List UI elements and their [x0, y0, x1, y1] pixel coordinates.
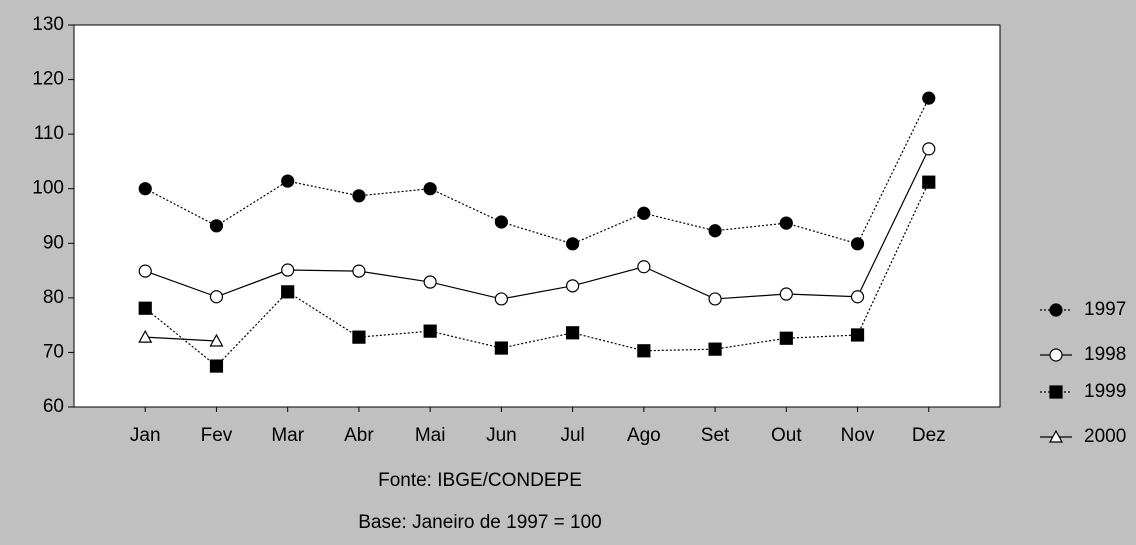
legend-marker [1049, 385, 1063, 399]
y-tick-label: 60 [43, 396, 64, 417]
data-point [850, 328, 865, 342]
x-tick-label: Mai [415, 425, 446, 446]
legend-marker [1049, 303, 1063, 317]
data-point [138, 264, 152, 278]
y-tick-label: 70 [43, 341, 64, 362]
data-point [423, 324, 437, 338]
y-tick-label: 120 [32, 69, 64, 90]
legend-label: 1997 [1084, 299, 1126, 320]
data-point [637, 206, 651, 220]
data-point [850, 237, 865, 251]
y-tick-label: 130 [32, 14, 64, 35]
legend-label: 1999 [1084, 381, 1126, 402]
data-point [281, 263, 295, 277]
data-point [138, 329, 153, 343]
series-line [145, 148, 930, 300]
data-point [779, 331, 793, 345]
x-tick-label: Nov [841, 425, 875, 446]
data-point [637, 260, 651, 274]
data-point [138, 182, 152, 196]
data-point [352, 189, 366, 203]
data-point [209, 333, 224, 347]
data-point [423, 275, 437, 289]
legend-marker [1048, 429, 1064, 443]
data-point [494, 292, 508, 306]
data-point [922, 175, 936, 189]
x-tick-label: Dez [912, 425, 946, 446]
data-point [281, 174, 295, 188]
legend-label: 1998 [1084, 344, 1126, 365]
data-point [352, 264, 366, 278]
data-point [494, 341, 508, 355]
source-note: Fonte: IBGE/CONDEPE [378, 470, 582, 491]
x-tick-label: Out [771, 425, 802, 446]
data-point [566, 279, 580, 293]
data-point [281, 285, 295, 299]
data-point [708, 292, 722, 306]
data-point [637, 344, 651, 358]
data-point [922, 91, 936, 105]
x-tick-label: Mar [271, 425, 304, 446]
data-point [708, 342, 722, 356]
x-tick-label: Jan [130, 425, 161, 446]
data-point [209, 219, 224, 233]
base-note: Base: Janeiro de 1997 = 100 [358, 512, 602, 533]
x-tick-label: Jun [486, 425, 517, 446]
data-point [779, 216, 793, 230]
data-point [209, 290, 224, 304]
series-line [144, 181, 930, 367]
legend-label: 2000 [1084, 426, 1126, 447]
data-point [138, 301, 152, 315]
plot-area [73, 24, 1001, 408]
y-tick-label: 80 [43, 287, 64, 308]
data-point [779, 287, 793, 301]
data-point [494, 215, 508, 229]
data-point [708, 224, 722, 238]
data-point [566, 237, 580, 251]
x-tick-label: Set [701, 425, 730, 446]
data-point [850, 290, 865, 304]
series-line [145, 336, 217, 342]
data-point [423, 182, 437, 196]
data-point [209, 359, 224, 373]
x-tick-label: Abr [344, 425, 374, 446]
x-tick-label: Fev [201, 425, 233, 446]
y-tick-label: 110 [34, 123, 64, 144]
data-point [352, 330, 366, 344]
y-tick-label: 100 [32, 178, 64, 199]
y-tick-label: 90 [43, 232, 64, 253]
data-point [566, 326, 580, 340]
legend-marker [1049, 348, 1063, 362]
x-tick-label: Jul [560, 425, 584, 446]
series-line [144, 97, 930, 245]
data-point [922, 142, 936, 156]
x-tick-label: Ago [627, 425, 661, 446]
